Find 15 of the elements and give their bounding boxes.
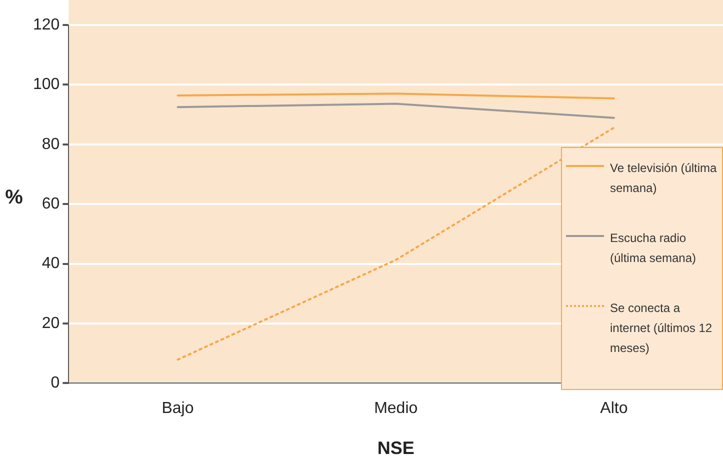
y-tick-label: 60: [42, 196, 60, 213]
y-tick-label: 20: [42, 314, 60, 332]
x-tick-label: Bajo: [162, 400, 194, 418]
y-tick-label: 100: [32, 76, 60, 94]
legend-label: Ve televisión (última semana): [610, 160, 718, 197]
legend-label: Se conecta a internet (últimos 12 meses): [610, 300, 714, 357]
y-tick-label: 120: [32, 16, 60, 34]
y-axis-title: %: [5, 186, 24, 209]
x-tick-label: Medio: [374, 400, 418, 418]
y-tick-label: 0: [50, 374, 60, 392]
x-tick-label: Alto: [600, 400, 628, 418]
legend-label: Escucha radio (última semana): [610, 230, 698, 267]
y-tick-label: 40: [42, 255, 60, 272]
x-axis-title: NSE: [377, 438, 414, 458]
y-tick-label: 80: [42, 136, 60, 153]
